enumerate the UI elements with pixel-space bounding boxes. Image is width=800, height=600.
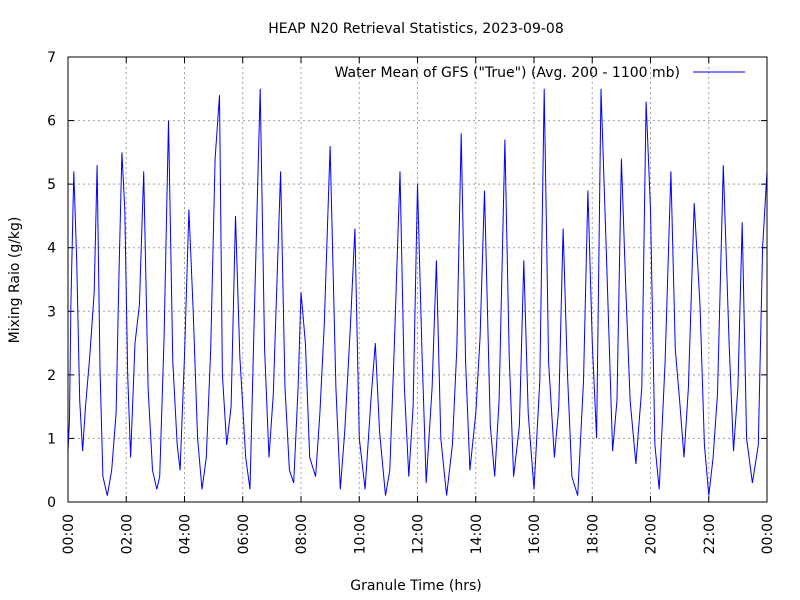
x-tick-labels: 00:00 02:00 04:00 06:00 08:00 10:00 12:00 14:00… <box>61 514 776 554</box>
x-tick-label: 10:00 <box>352 514 368 554</box>
x-tick-label: 00:00 <box>760 514 776 554</box>
x-tick-label: 20:00 <box>644 514 660 554</box>
grid-lines <box>68 57 767 502</box>
y-tick-label: 3 <box>47 304 56 320</box>
x-tick-label: 04:00 <box>178 514 194 554</box>
y-tick-label: 5 <box>47 177 56 193</box>
y-tick-label: 7 <box>47 50 56 66</box>
y-tick-label: 0 <box>47 495 56 511</box>
x-tick-label: 16:00 <box>527 514 543 554</box>
legend: Water Mean of GFS ("True") (Avg. 200 - 1… <box>335 65 745 81</box>
y-tick-labels: 0 1 2 3 4 5 6 7 <box>47 50 56 511</box>
y-axis-label: Mixing Raio (g/kg) <box>7 217 23 344</box>
y-tick-label: 4 <box>47 241 56 257</box>
chart-title: HEAP N20 Retrieval Statistics, 2023-09-0… <box>268 21 564 37</box>
x-tick-label: 00:00 <box>61 514 77 554</box>
x-tick-label: 14:00 <box>469 514 485 554</box>
series-layer <box>67 88 768 496</box>
legend-label: Water Mean of GFS ("True") (Avg. 200 - 1… <box>335 65 680 81</box>
series-line <box>67 88 768 496</box>
y-tick-label: 6 <box>47 114 56 130</box>
plot-frame <box>67 56 768 503</box>
x-tick-label: 02:00 <box>119 514 135 554</box>
x-tick-label: 06:00 <box>236 514 252 554</box>
x-tick-label: 22:00 <box>702 514 718 554</box>
x-axis-label: Granule Time (hrs) <box>350 578 481 594</box>
y-tick-label: 1 <box>47 431 56 447</box>
x-tick-label: 08:00 <box>294 514 310 554</box>
y-tick-label: 2 <box>47 368 56 384</box>
x-tick-label: 18:00 <box>585 514 601 554</box>
x-tick-label: 12:00 <box>411 514 427 554</box>
